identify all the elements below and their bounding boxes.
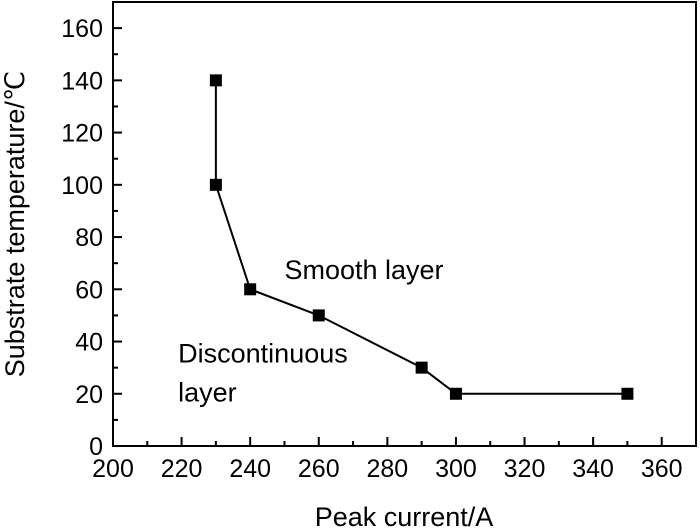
x-tick-label: 340 [572,455,614,483]
data-point [244,283,257,296]
x-tick-label: 220 [161,455,203,483]
y-tick-label: 20 [75,381,103,409]
tick-labels: 200 220 240 260 280 300 320 340 360 0 20 40 60 80 100 1… [61,15,682,483]
x-tick-label: 260 [298,455,340,483]
data-point [621,387,634,400]
data-point [209,178,222,191]
annotation-label: Smooth layer [284,255,443,285]
ticks [112,27,663,447]
y-tick-label: 0 [89,433,103,461]
y-axis-title: Substrate temperature/℃ [0,71,30,377]
x-tick-label: 280 [366,455,408,483]
x-tick-label: 300 [435,455,477,483]
series [209,74,634,400]
x-tick-label: 320 [504,455,546,483]
x-axis-title: Peak current/A [315,502,494,531]
annotations: Smooth layer Discontinuous layer [178,255,443,408]
plot-frame [112,1,697,447]
y-tick-label: 40 [75,329,103,357]
annotation-label: Discontinuous [178,338,348,368]
y-tick-label: 120 [61,120,103,148]
x-tick-label: 360 [641,455,683,483]
annotation-label: layer [178,378,237,408]
y-tick-label: 60 [75,276,103,304]
x-tick-label: 240 [229,455,271,483]
data-point [209,74,222,87]
data-point [415,361,428,374]
y-tick-label: 100 [61,172,103,200]
y-tick-label: 160 [61,15,103,43]
x-tick-label: 200 [92,455,134,483]
data-point [449,387,462,400]
y-tick-label: 140 [61,67,103,95]
data-point [312,309,325,322]
y-tick-label: 80 [75,224,103,252]
